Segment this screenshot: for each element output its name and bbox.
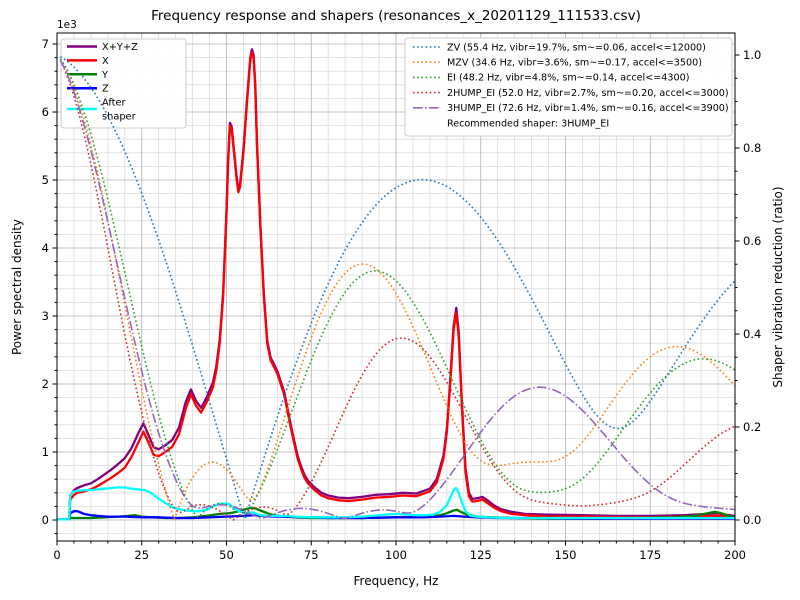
y-left-tick-label: 6 xyxy=(42,105,49,119)
y-right-tick-label: 0.4 xyxy=(743,327,761,341)
legend-label-mzv: MZV (34.6 Hz, vibr=3.6%, sm~=0.17, accel… xyxy=(447,58,702,69)
legend-label: X+Y+Z xyxy=(102,42,138,53)
x-axis-label: Frequency, Hz xyxy=(353,574,439,588)
psd-curve-x xyxy=(57,51,735,521)
y-left-tick-label: 7 xyxy=(42,37,49,51)
psd-legend: X+Y+Z XYZ After shaper xyxy=(60,38,187,129)
y-axis-offset-label: 1e3 xyxy=(57,19,77,31)
y-left-tick-label: 3 xyxy=(42,309,49,323)
x-tick-label: 200 xyxy=(724,548,746,562)
y-right-tick-label: 0.8 xyxy=(743,141,761,155)
legend-label-2hump_ei: 2HUMP_EI (52.0 Hz, vibr=2.7%, sm~=0.20, … xyxy=(447,88,729,99)
y-left-tick-label: 2 xyxy=(42,377,49,391)
shaper-curve-3hump_ei xyxy=(59,60,735,520)
legend-label: shaper xyxy=(102,112,137,123)
psd-curve-x-y-z xyxy=(57,48,735,521)
x-tick-label: 100 xyxy=(385,548,407,562)
chart-title: Frequency response and shapers (resonanc… xyxy=(151,8,641,24)
y-left-tick-label: 4 xyxy=(42,241,49,255)
tick-labels: 0 25 50 75 100 125 150 175 200 0 1 2 3 4 5 6 7 0.0 0.2 0.4 0… xyxy=(42,37,762,562)
legend-label-ei: EI (48.2 Hz, vibr=4.8%, sm~=0.14, accel<… xyxy=(447,73,689,84)
psd-curve-after-shaper xyxy=(57,486,735,521)
x-tick-label: 0 xyxy=(53,548,60,562)
legend-label-zv: ZV (55.4 Hz, vibr=19.7%, sm~=0.06, accel… xyxy=(447,42,706,53)
x-tick-label: 150 xyxy=(555,548,577,562)
x-tick-label: 75 xyxy=(304,548,319,562)
legend-label: After xyxy=(102,98,126,109)
y-right-tick-label: 0.6 xyxy=(743,234,761,248)
x-tick-label: 25 xyxy=(134,548,149,562)
legend-label: X xyxy=(102,56,109,67)
shaper-curve-2hump_ei xyxy=(59,60,735,521)
psd-curves xyxy=(57,48,735,521)
x-tick-label: 125 xyxy=(470,548,492,562)
legend-label: Y xyxy=(101,70,108,81)
ticks xyxy=(52,43,740,546)
y-axis-label-right: Shaper vibration reduction (ratio) xyxy=(771,186,785,388)
y-right-tick-label: 0.2 xyxy=(743,420,761,434)
y-right-tick-label: 0.0 xyxy=(743,513,761,527)
x-tick-label: 175 xyxy=(639,548,661,562)
shaper-curve-mzv xyxy=(59,58,735,521)
x-tick-label: 50 xyxy=(219,548,234,562)
shaper-curves xyxy=(59,56,735,522)
y-left-tick-label: 5 xyxy=(42,173,49,187)
shaper-curve-zv xyxy=(59,56,735,522)
y-right-tick-label: 1.0 xyxy=(743,48,761,62)
y-left-tick-label: 1 xyxy=(42,445,49,459)
legend-label-3hump_ei: 3HUMP_EI (72.6 Hz, vibr=1.4%, sm~=0.16, … xyxy=(447,103,729,114)
y-left-tick-label: 0 xyxy=(42,513,49,527)
shaper-curve-ei xyxy=(59,58,735,518)
y-axis-label-left: Power spectral density xyxy=(10,218,24,356)
legend-label: Z xyxy=(102,84,109,95)
shaper-legend: ZV (55.4 Hz, vibr=19.7%, sm~=0.06, accel… xyxy=(404,37,733,137)
recommended-shaper-note: Recommended shaper: 3HUMP_EI xyxy=(447,118,609,129)
